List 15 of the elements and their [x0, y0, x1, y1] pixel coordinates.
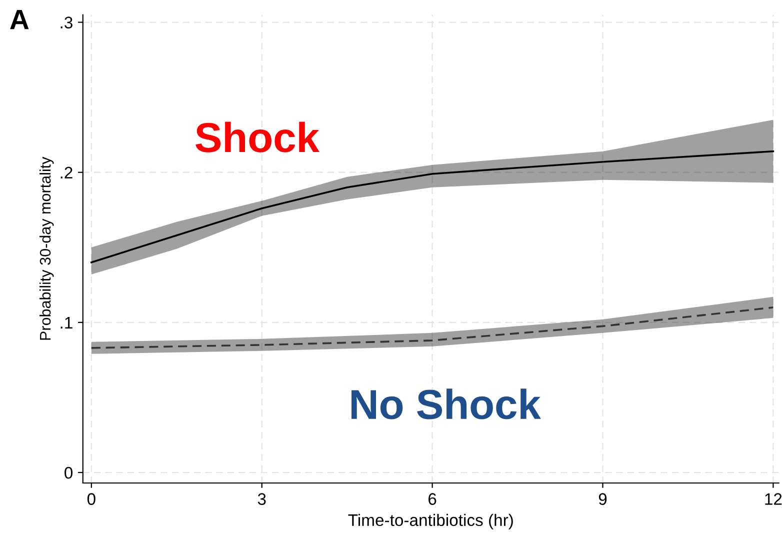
y-tick-label: .1: [60, 316, 72, 328]
series-label: No Shock: [352, 388, 541, 420]
x-tick-label: 3: [258, 493, 266, 505]
series-label: Shock: [196, 122, 320, 152]
y-axis-title: Probability 30-day mortality: [39, 156, 54, 340]
y-tick-label: .3: [60, 16, 72, 28]
y-tick-label: .2: [60, 166, 72, 178]
x-tick-label: 6: [428, 493, 436, 505]
text: A: [10, 10, 29, 30]
x-axis-title: Time-to-antibiotics (hr): [348, 514, 513, 530]
line-series: [90, 306, 774, 349]
x-tick-label: 0: [87, 493, 96, 505]
x-tick-label: 12: [765, 493, 782, 505]
x-tick-label: 9: [598, 493, 607, 505]
y-tick-label: 0: [64, 466, 73, 479]
